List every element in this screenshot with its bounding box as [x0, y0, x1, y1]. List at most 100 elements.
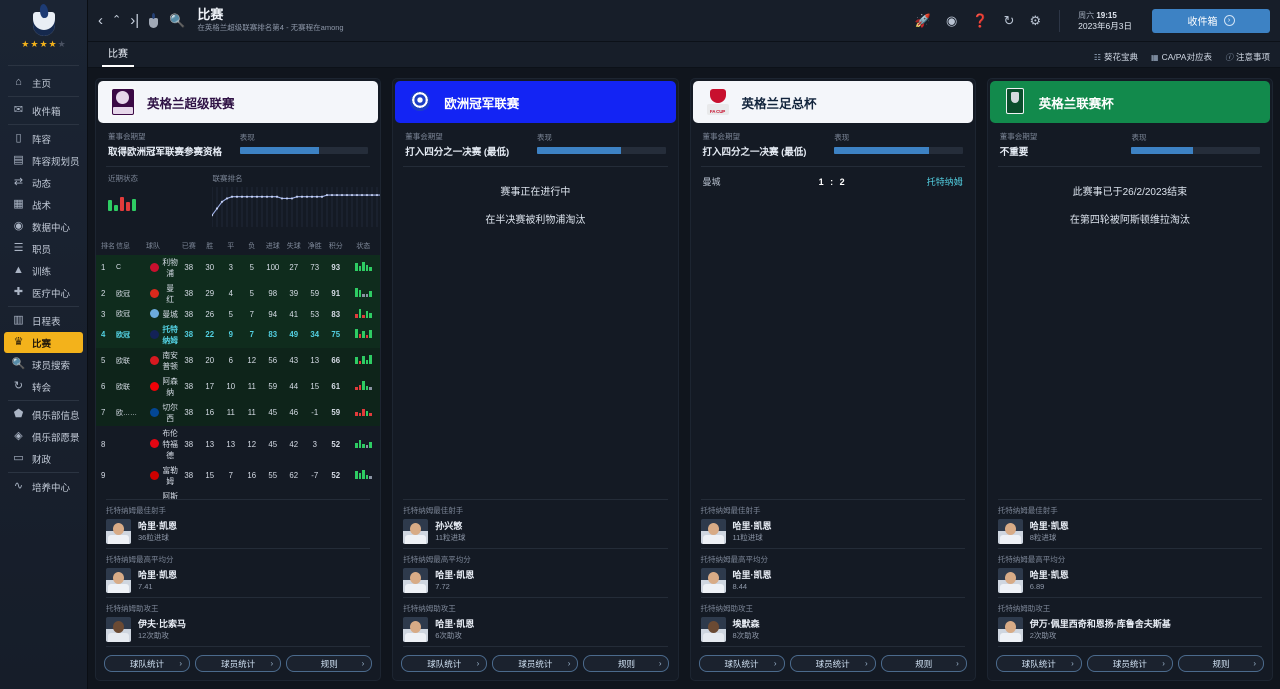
chevron-right-icon: › [567, 659, 571, 668]
quick-links: ☷ 葵花宝典 ▦ CA/PA对应表 ⓘ 注意事项 [1094, 51, 1270, 63]
table-row[interactable]: 8 布伦特福德 38 13 13 12 45 42 3 52 [96, 426, 380, 463]
table-header-cell[interactable]: 状态 [346, 237, 381, 255]
sidebar-item-0[interactable]: ⌂ 主页 [4, 72, 83, 93]
table-row[interactable]: 5 欧联 南安普顿 38 20 6 12 56 43 13 66 [96, 347, 381, 374]
sidebar-item-label: 转会 [32, 382, 52, 394]
table-header-cell[interactable]: 信息 [116, 237, 146, 255]
rules-button[interactable]: 规则 › [1177, 655, 1264, 672]
table-row[interactable]: 7 欧…… 切尔西 38 16 11 11 45 46 -1 59 [96, 399, 381, 426]
league-table-container[interactable]: 排名 信息 球队 已赛胜平负进球 失球 净胜 积分 状态 1 C 利物浦 38 30 3 5 100 27 73 9… [96, 237, 381, 499]
competition-card-header[interactable]: 英格兰超级联赛 [98, 81, 379, 123]
table-row[interactable]: 3 欧冠 曼城 38 26 5 7 94 41 53 83 [96, 306, 381, 322]
help-icon[interactable]: ❓ [972, 13, 989, 28]
divider [8, 96, 79, 97]
sidebar-item-11[interactable]: ♛ 比赛 [4, 332, 83, 353]
sidebar-item-1[interactable]: ✉ 收件箱 [4, 100, 83, 121]
sidebar-item-4[interactable]: ⇄ 动态 [4, 172, 83, 193]
table-header-cell[interactable]: 积分 [325, 237, 347, 255]
table-cell-info: 欧…… [116, 409, 137, 417]
player-stats-button[interactable]: 球员统计 › [195, 655, 282, 672]
target-icon[interactable]: ◉ [946, 13, 958, 28]
skip-forward-icon[interactable]: ›| [130, 12, 140, 29]
competition-card-champions-league: 欧洲冠军联赛 董事会期望 打入四分之一决赛 (最低) 表现 赛事正在进行中 在半决赛被利物… [392, 78, 679, 681]
inbox-continue-button[interactable]: 收件箱 › [1152, 8, 1270, 33]
player-stats-button[interactable]: 球员统计 › [492, 655, 579, 672]
rules-button[interactable]: 规则 › [880, 655, 967, 672]
sidebar-item-15[interactable]: ◈ 俱乐部愿景 [4, 426, 83, 447]
divider [997, 166, 1262, 167]
date-weekday: 周六 [1078, 10, 1095, 20]
table-cell-gf: 100 [266, 263, 280, 273]
tab-competitions[interactable]: 比赛 [102, 45, 134, 67]
table-cell-team: 南安普顿 [162, 350, 178, 371]
competition-card-header[interactable]: 英格兰联赛杯 [989, 81, 1270, 123]
table-header-cell[interactable]: 球队 [146, 237, 179, 255]
team-stats-button[interactable]: 球队统计 › [698, 655, 785, 672]
table-cell-info: 欧联 [116, 383, 130, 391]
table-row[interactable]: 2 欧冠 曼 红 38 29 4 5 98 39 59 91 [96, 280, 381, 307]
player-stat-row: 伊夫·比索马 12次助攻 [106, 617, 370, 642]
table-row[interactable]: 6 欧联 阿森纳 38 17 10 11 59 44 15 61 [96, 373, 381, 400]
table-row[interactable]: 4 欧冠 托特纳姆 38 22 9 7 83 49 34 75 [96, 321, 381, 348]
quicklink-capa-table[interactable]: ▦ CA/PA对应表 [1151, 51, 1212, 63]
sidebar-item-6[interactable]: ◉ 数据中心 [4, 216, 83, 237]
player-stats-button[interactable]: 球员统计 › [1086, 655, 1173, 672]
sidebar-item-7[interactable]: ☰ 职员 [4, 238, 83, 259]
sidebar-item-16[interactable]: ▭ 财政 [4, 448, 83, 469]
player-stats-section: 托特纳姆最佳射手 孙兴慜 11粒进球 托特纳姆最高平均分 哈里·凯恩 7.72 托特纳姆助攻… [393, 499, 677, 649]
team-stats-button[interactable]: 球队统计 › [104, 655, 191, 672]
refresh-icon[interactable]: ↻ [1003, 13, 1015, 28]
search-icon[interactable]: 🔍 [169, 12, 186, 28]
sidebar-item-17[interactable]: ∿ 培养中心 [4, 476, 83, 497]
gear-icon[interactable]: ⚙ [1029, 13, 1042, 28]
competition-card-header[interactable]: FA CUP 英格兰足总杯 [692, 81, 973, 123]
divider [700, 166, 965, 167]
rocket-icon[interactable]: 🚀 [914, 13, 932, 28]
table-header-cell[interactable]: 已赛 [178, 237, 200, 255]
sidebar-item-2[interactable]: ▯ 阵容 [4, 128, 83, 149]
chevron-left-icon[interactable]: ‹ [98, 12, 103, 29]
club-crest-block[interactable]: ★ ★ ★ ★ ★ [0, 0, 87, 62]
table-row[interactable]: 10 阿斯顿维拉381311146162-150 [96, 489, 380, 499]
table-header-cell[interactable]: 负 [241, 237, 263, 255]
table-cell-d: 7 [228, 471, 233, 481]
player-stats-button[interactable]: 球员统计 › [789, 655, 876, 672]
table-row[interactable]: 1 C 利物浦 38 30 3 5 100 27 73 93 [96, 254, 381, 281]
current-club-icon[interactable] [147, 11, 159, 31]
rules-button[interactable]: 规则 › [286, 655, 373, 672]
schedule-icon: ▥ [13, 314, 24, 326]
table-header-cell[interactable]: 平 [220, 237, 242, 255]
sidebar-item-14[interactable]: ⬟ 俱乐部信息 [4, 404, 83, 425]
quicklink-notes[interactable]: ⓘ 注意事项 [1225, 51, 1270, 63]
sidebar-item-5[interactable]: ▦ 战术 [4, 194, 83, 215]
sidebar-item-13[interactable]: ↻ 转会 [4, 376, 83, 397]
rules-button[interactable]: 规则 › [583, 655, 670, 672]
sidebar-item-8[interactable]: ▲ 训练 [4, 260, 83, 281]
table-header-cell[interactable]: 排名 [96, 237, 116, 255]
sidebar-item-10[interactable]: ▥ 日程表 [4, 310, 83, 331]
divider [997, 499, 1262, 500]
player-portrait [403, 568, 429, 593]
tactics-icon: ▦ [13, 198, 24, 210]
team-stats-button[interactable]: 球队统计 › [401, 655, 488, 672]
chevron-up-down-icon[interactable]: ⌃ [112, 14, 122, 26]
sidebar-item-12[interactable]: 🔍 球员搜索 [4, 354, 83, 375]
sidebar-item-3[interactable]: ▤ 阵容规划员 [4, 150, 83, 171]
quicklink-guide[interactable]: ☷ 葵花宝典 [1094, 51, 1138, 63]
table-cell-l: 12 [247, 439, 257, 449]
table-header-cell[interactable]: 失球 [283, 237, 305, 255]
table-header-cell[interactable]: 进球 [262, 237, 284, 255]
table-header-cell[interactable]: 净胜 [304, 237, 326, 255]
rules-button-label: 规则 [915, 658, 933, 669]
player-stats-button-label: 球员统计 [221, 658, 256, 669]
team-stats-button[interactable]: 球队统计 › [995, 655, 1082, 672]
player-stat-label: 托特纳姆最高平均分 [106, 555, 174, 564]
competition-card-header[interactable]: 欧洲冠军联赛 [395, 81, 676, 123]
table-row[interactable]: 9 富勒姆 38 15 7 16 55 62 -7 52 [96, 463, 380, 489]
sidebar-item-label: 比赛 [32, 338, 52, 350]
cup-match-result[interactable]: 曼城 1 : 2 托特纳姆 [691, 167, 975, 196]
sidebar-item-label: 培养中心 [32, 482, 71, 494]
sidebar-item-9[interactable]: ✚ 医疗中心 [4, 282, 83, 303]
competition-badge-icon [110, 87, 136, 117]
table-header-cell[interactable]: 胜 [199, 237, 221, 255]
